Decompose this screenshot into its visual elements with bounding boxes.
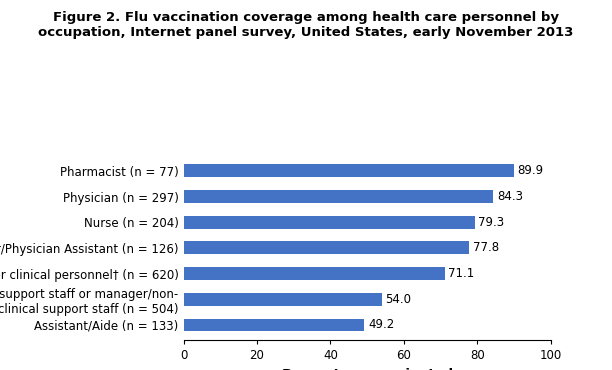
- X-axis label: Percentage vaccinated: Percentage vaccinated: [282, 368, 453, 370]
- Text: 89.9: 89.9: [517, 164, 543, 177]
- Bar: [184, 242, 469, 254]
- Bar: [184, 216, 475, 229]
- Bar: [184, 293, 382, 306]
- Text: 54.0: 54.0: [386, 293, 411, 306]
- Text: 79.3: 79.3: [479, 216, 504, 229]
- Bar: [184, 164, 513, 177]
- Bar: [184, 319, 364, 332]
- Text: 77.8: 77.8: [473, 241, 499, 255]
- Bar: [184, 267, 445, 280]
- Text: 84.3: 84.3: [497, 190, 523, 203]
- Bar: [184, 190, 493, 203]
- Text: 71.1: 71.1: [449, 267, 474, 280]
- Text: Figure 2. Flu vaccination coverage among health care personnel by
occupation, In: Figure 2. Flu vaccination coverage among…: [39, 11, 573, 39]
- Text: 49.2: 49.2: [368, 319, 394, 332]
